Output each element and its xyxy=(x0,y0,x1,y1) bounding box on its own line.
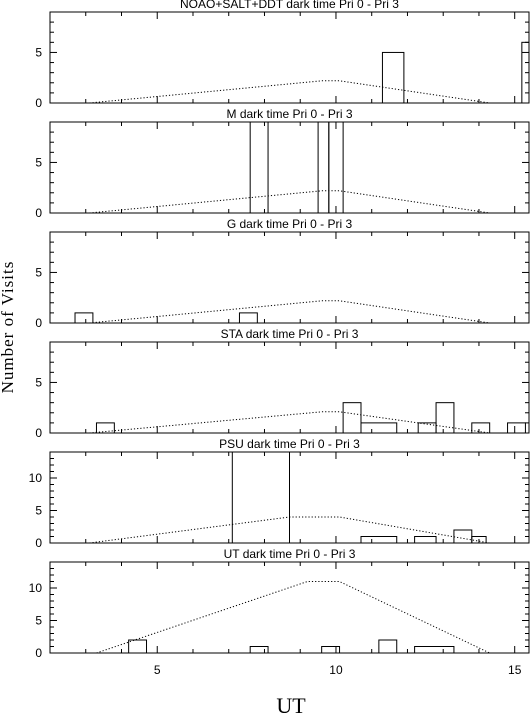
expectation-curve xyxy=(89,190,490,214)
histogram-bar xyxy=(342,402,362,434)
histogram-bar xyxy=(453,529,473,544)
y-tick-label: 0 xyxy=(35,96,42,110)
y-tick-label: 5 xyxy=(35,265,42,279)
y-tick-label: 0 xyxy=(35,206,42,220)
panel-title: PSU dark time Pri 0 - Pri 3 xyxy=(219,437,360,451)
x-tick-label: 15 xyxy=(508,663,522,677)
panel-frame xyxy=(49,561,530,654)
y-tick-label: 5 xyxy=(35,155,42,169)
x-axis-label: UT xyxy=(276,693,306,716)
y-tick-label: 5 xyxy=(35,375,42,389)
x-tick-label: 5 xyxy=(154,663,161,677)
y-tick-label: 5 xyxy=(35,614,42,628)
panel-title: M dark time Pri 0 - Pri 3 xyxy=(226,107,352,121)
panel-title: UT dark time Pri 0 - Pri 3 xyxy=(224,547,356,561)
y-tick-label: 10 xyxy=(29,471,43,485)
panel-frame xyxy=(49,11,530,104)
histogram-bar xyxy=(238,312,258,324)
expectation-curve xyxy=(89,411,490,434)
histogram-bar xyxy=(381,51,405,104)
panel-title: G dark time Pri 0 - Pri 3 xyxy=(227,217,353,231)
y-tick-label: 0 xyxy=(35,646,42,660)
panel-frame xyxy=(49,121,530,214)
histogram-bar xyxy=(378,639,398,654)
histogram-bar xyxy=(414,536,437,544)
y-tick-label: 10 xyxy=(29,581,43,595)
panel-title: STA dark time Pri 0 - Pri 3 xyxy=(221,327,359,341)
histogram-bar xyxy=(321,646,341,654)
histogram-bar xyxy=(435,402,455,434)
histogram-bar xyxy=(360,536,398,544)
histogram-bar xyxy=(128,639,148,654)
histogram-bar xyxy=(249,121,269,214)
expectation-curve xyxy=(96,581,490,654)
expectation-curve xyxy=(89,300,490,324)
y-axis-label: Number of Visits xyxy=(0,261,17,394)
histogram-bar xyxy=(231,451,290,544)
y-tick-label: 5 xyxy=(35,45,42,59)
histogram-bar xyxy=(507,422,526,434)
y-tick-label: 0 xyxy=(35,426,42,440)
expectation-curve xyxy=(89,80,490,104)
y-tick-label: 0 xyxy=(35,536,42,550)
panel-title: NOAO+SALT+DDT dark time Pri 0 - Pri 3 xyxy=(180,0,399,11)
histogram-bar xyxy=(249,646,269,654)
histogram-bar xyxy=(414,646,455,654)
x-tick-label: 10 xyxy=(329,663,343,677)
panel-frame xyxy=(49,231,530,324)
panel-frame xyxy=(49,341,530,434)
y-tick-label: 0 xyxy=(35,316,42,330)
panels-group: NOAO+SALT+DDT dark time Pri 0 - Pri 3 0 5 M… xyxy=(29,0,530,677)
histogram-bar xyxy=(360,422,398,434)
y-tick-label: 5 xyxy=(35,504,42,518)
histogram-bar xyxy=(74,312,94,324)
histogram-bar xyxy=(317,121,330,214)
histogram-bar xyxy=(328,121,344,214)
